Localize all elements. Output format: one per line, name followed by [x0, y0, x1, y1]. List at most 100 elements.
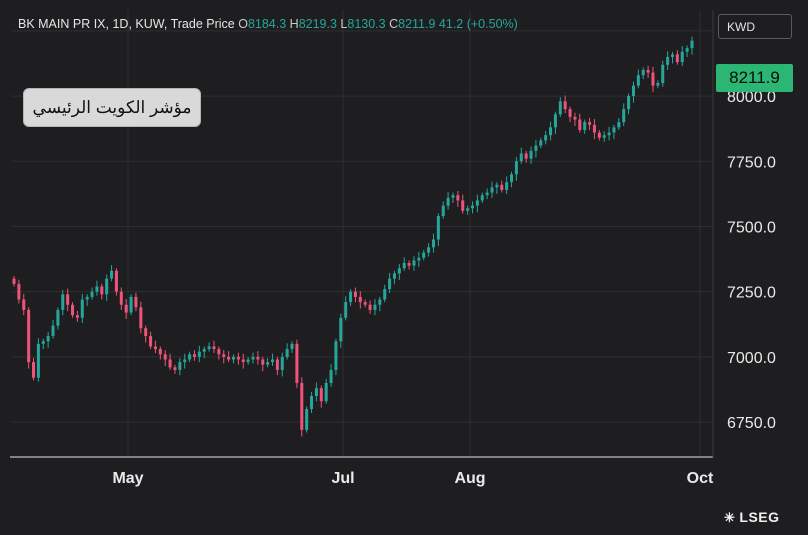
candle-body [368, 304, 372, 310]
candle-body [163, 354, 167, 360]
candle-body [680, 51, 684, 63]
candle-body [646, 69, 650, 73]
candle [661, 60, 665, 87]
candle [56, 307, 60, 330]
candle [329, 364, 333, 387]
candle-body [544, 135, 548, 141]
candle [480, 192, 484, 204]
currency-label: KWD [727, 19, 755, 34]
candle-body [300, 382, 304, 430]
candle-body [246, 359, 250, 363]
candle [363, 299, 367, 308]
candle-body [285, 349, 289, 357]
y-tick-label: 8000.0 [727, 89, 776, 106]
candle [431, 233, 435, 253]
candle [475, 194, 479, 213]
candle-body [202, 349, 206, 352]
candle [680, 45, 684, 67]
candle [61, 290, 65, 316]
candle [31, 357, 36, 381]
candle [36, 338, 40, 382]
candle-body [353, 291, 357, 297]
candle [368, 300, 372, 314]
candle [95, 280, 99, 296]
candle-body [373, 304, 377, 310]
high-label: H [289, 17, 299, 31]
candle [207, 342, 211, 352]
candle-body [110, 270, 114, 279]
candle-body [563, 101, 567, 110]
candle-body [95, 286, 99, 292]
candle [388, 272, 392, 293]
candle-body [553, 114, 557, 128]
y-tick-label: 7250.0 [727, 285, 776, 302]
candle [192, 350, 196, 361]
candle-body [27, 309, 31, 363]
candle [588, 117, 592, 130]
candle [149, 331, 153, 350]
candle-body [402, 262, 406, 269]
candle [158, 346, 162, 360]
candle [90, 287, 94, 300]
candle-body [168, 359, 172, 368]
candle [285, 343, 289, 360]
candle [446, 192, 450, 210]
currency-selector[interactable]: KWD [718, 14, 792, 39]
candle-body [251, 356, 255, 360]
candle-body [290, 343, 294, 350]
candle-body [66, 294, 70, 305]
candle-body [627, 96, 631, 110]
candle [222, 350, 226, 364]
candle [685, 45, 689, 57]
candle [100, 283, 104, 300]
candle [71, 302, 75, 318]
candle [524, 150, 528, 163]
candle-body [100, 286, 104, 295]
candle-body [266, 362, 270, 365]
candle [651, 66, 655, 93]
candle [568, 106, 572, 123]
candle [397, 264, 401, 280]
candle [144, 325, 148, 343]
candle [436, 213, 440, 247]
instrument-label: BK MAIN PR IX, 1D, KUW, Trade Price [18, 17, 235, 31]
candle [339, 313, 343, 348]
grid-lines [12, 10, 712, 456]
candle [631, 81, 635, 103]
candle-body [192, 354, 196, 357]
candle-body [456, 195, 460, 201]
candle-body [153, 346, 157, 350]
open-label: O [238, 17, 248, 31]
candle-body [349, 291, 353, 303]
candle-body [602, 135, 606, 138]
candle-body [485, 192, 489, 196]
candle-body [417, 257, 421, 261]
candle-body [441, 205, 445, 217]
candle [295, 339, 299, 389]
brand-logo: ✳ LSEG [724, 509, 780, 526]
candle [163, 350, 167, 367]
candle-body [558, 101, 562, 115]
candle [412, 256, 416, 271]
candle [612, 124, 616, 140]
candle-body [310, 396, 314, 410]
candle [178, 357, 182, 376]
candle [392, 270, 396, 284]
candle [461, 194, 465, 214]
candle-body [61, 294, 65, 310]
candle [670, 51, 675, 64]
candle-body [500, 184, 504, 190]
candle [622, 103, 626, 127]
candle-body [212, 346, 216, 350]
candle [456, 191, 460, 207]
high-value: 8219.3 [298, 17, 337, 31]
candle [217, 346, 221, 360]
candle-body [378, 299, 382, 305]
x-tick-label: Oct [687, 470, 714, 487]
candle-body [227, 356, 231, 360]
candle-body [149, 336, 153, 347]
candle-body [461, 200, 465, 211]
brand-label: LSEG [739, 509, 780, 525]
candle-body [607, 132, 611, 136]
